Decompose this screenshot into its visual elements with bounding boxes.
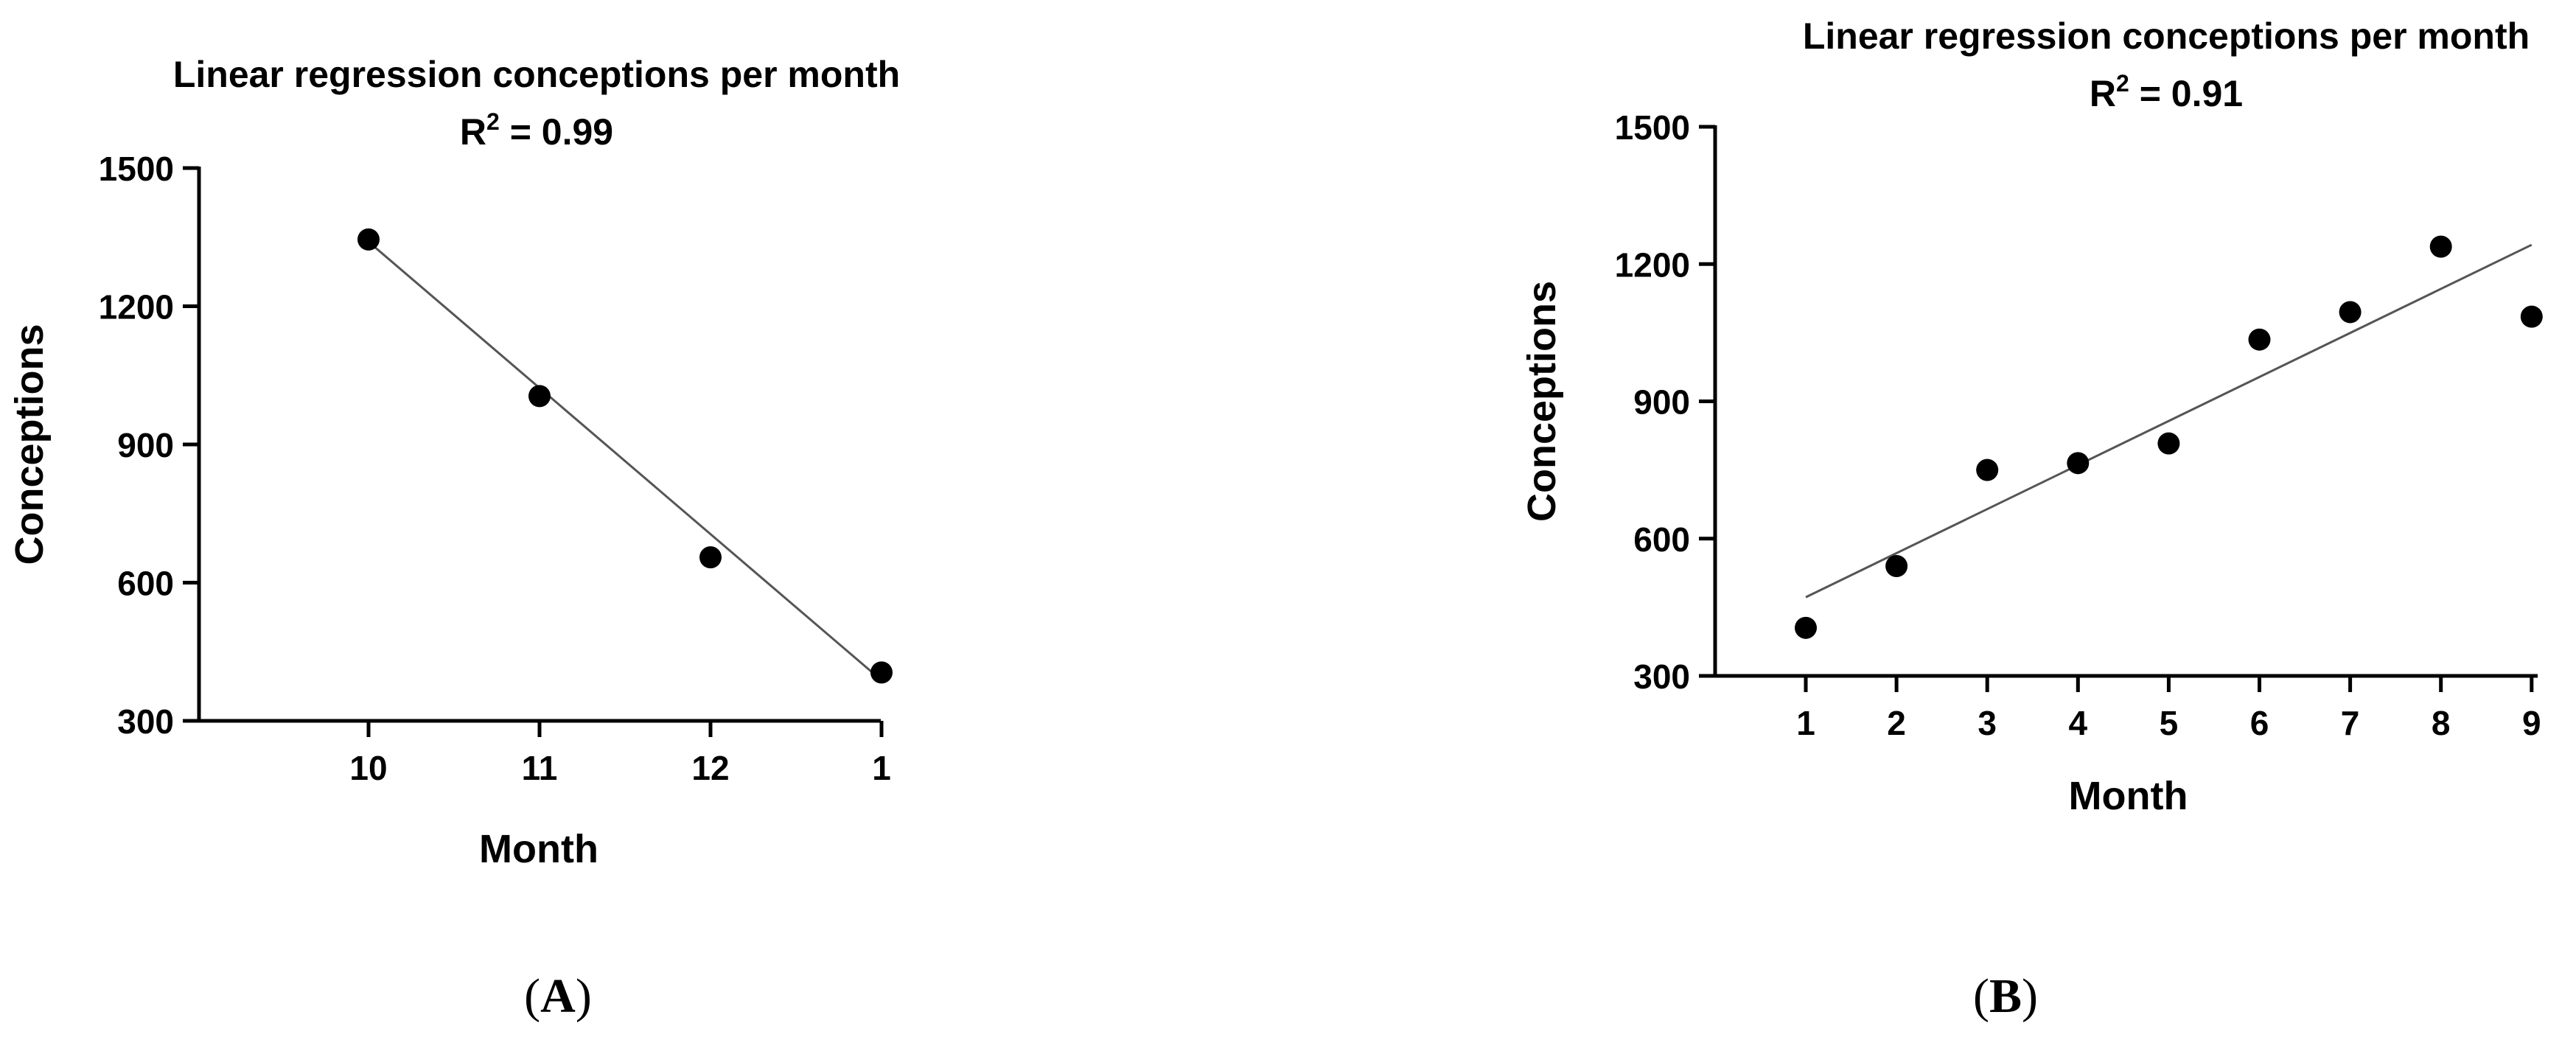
data-point (1795, 616, 1817, 639)
y-tick-label: 1200 (1615, 245, 1690, 284)
panel-label: (A) (524, 969, 592, 1023)
x-tick-label: 4 (2069, 704, 2088, 742)
x-tick-label: 1 (1796, 704, 1815, 742)
x-tick-label: 8 (2432, 704, 2451, 742)
x-tick-label: 9 (2522, 704, 2541, 742)
chart-title: Linear regression conceptions per month (173, 54, 900, 95)
r-squared-label: R2 = 0.99 (460, 108, 613, 153)
r-squared-symbol: R (2090, 73, 2116, 114)
r-squared-value: = 0.99 (500, 111, 613, 153)
y-tick-label: 300 (117, 702, 174, 741)
data-point (1885, 555, 1908, 577)
chart-panel-b: Linear regression conceptions per month R… (1520, 15, 2543, 1023)
x-tick-label: 1 (872, 749, 891, 787)
regression-line (1805, 243, 2533, 598)
data-point (2157, 432, 2180, 455)
y-tick-label: 300 (1633, 657, 1690, 696)
data-point (2339, 301, 2362, 324)
x-tick-label: 11 (522, 749, 558, 787)
data-point (357, 228, 380, 251)
data-point (2429, 235, 2452, 258)
r-squared-symbol: R (460, 111, 486, 153)
y-tick-label: 600 (117, 565, 174, 603)
panel-paren-open: ( (1973, 969, 1989, 1023)
panel-paren-close: ) (576, 969, 592, 1023)
data-point (2520, 305, 2543, 328)
x-tick-label: 10 (349, 749, 387, 787)
y-tick-label: 1500 (99, 150, 174, 188)
data-point (2248, 328, 2271, 351)
chart-title: Linear regression conceptions per month (1803, 15, 2530, 57)
panel-label: (B) (1973, 969, 2038, 1023)
y-tick-label: 900 (1633, 383, 1690, 422)
panel-letter: B (1989, 969, 2022, 1023)
data-point (2067, 452, 2090, 475)
panel-paren-close: ) (2022, 969, 2038, 1023)
y-tick-label: 900 (117, 426, 174, 464)
x-tick-label: 6 (2250, 704, 2269, 742)
y-tick-label: 600 (1633, 520, 1690, 559)
y-tick-label: 1500 (1615, 108, 1690, 147)
data-point (1976, 458, 1999, 481)
y-axis-label: Conceptions (7, 324, 52, 565)
r-squared-label: R2 = 0.91 (2090, 70, 2243, 114)
x-tick-label: 2 (1887, 704, 1906, 742)
data-point (528, 385, 551, 408)
data-point (870, 661, 893, 684)
x-tick-label: 5 (2160, 704, 2179, 742)
x-tick-label: 3 (1978, 704, 1997, 742)
y-tick-label: 1200 (99, 288, 174, 327)
data-point (699, 546, 722, 569)
chart-panel-a: Linear regression conceptions per month R… (7, 54, 900, 1023)
y-axis-label: Conceptions (1520, 281, 1564, 522)
r-squared-exponent: 2 (486, 108, 500, 135)
panel-paren-open: ( (524, 969, 540, 1023)
panel-letter: A (540, 969, 576, 1023)
r-squared-value: = 0.91 (2129, 73, 2243, 114)
regression-line (368, 240, 882, 682)
r-squared-exponent: 2 (2116, 70, 2129, 97)
x-tick-label: 7 (2341, 704, 2360, 742)
x-tick-label: 12 (691, 749, 729, 787)
x-axis-label: Month (2069, 774, 2188, 818)
x-axis-label: Month (479, 827, 598, 871)
